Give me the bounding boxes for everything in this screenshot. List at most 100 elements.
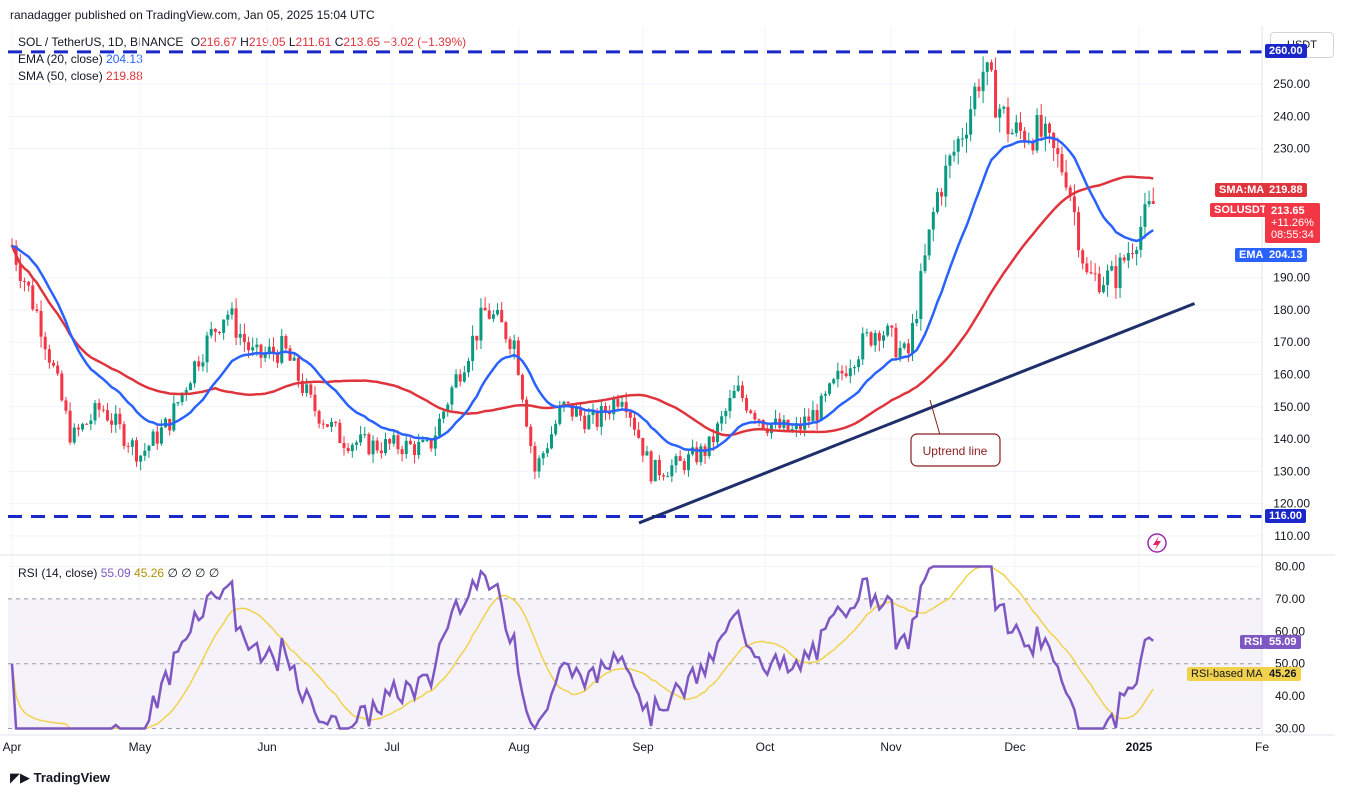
price-tick-label: 130.00 — [1273, 464, 1310, 478]
candle-body — [840, 370, 844, 374]
candle-body — [649, 451, 653, 482]
candle-body — [537, 458, 541, 472]
candle-body — [579, 408, 583, 416]
ema-legend-value: 204.13 — [106, 52, 143, 66]
price-tick-label: 160.00 — [1273, 368, 1310, 382]
tradingview-brand: TradingView — [33, 770, 110, 785]
candle-body — [969, 109, 973, 135]
candle-body — [844, 373, 848, 377]
candle-body — [1043, 123, 1047, 137]
candle-body — [433, 435, 437, 449]
candle-body — [728, 397, 732, 412]
candle-body — [965, 134, 968, 139]
change-value: −3.02 (−1.39%) — [383, 35, 467, 49]
candle-body — [114, 413, 118, 425]
price-tick-label: 170.00 — [1273, 335, 1310, 349]
candle-body — [628, 412, 632, 418]
candle-body — [1118, 257, 1122, 289]
candle-body — [1072, 196, 1076, 213]
candle-body — [529, 426, 533, 446]
candle-body — [205, 335, 209, 363]
candle-body — [184, 390, 188, 393]
candle-body — [533, 445, 537, 472]
candle-body — [541, 453, 545, 459]
candle-body — [877, 333, 881, 341]
candle-body — [595, 410, 599, 427]
rsi-legend-value: 55.09 — [100, 566, 131, 580]
sma-legend[interactable]: SMA (50, close) 219.88 — [18, 69, 143, 83]
candle-body — [757, 419, 761, 421]
uptrend-line[interactable] — [638, 302, 1196, 525]
candle-body — [276, 353, 280, 363]
candle-body — [1002, 106, 1006, 109]
candle-body — [749, 410, 753, 413]
candle-body — [201, 362, 205, 367]
candle-body — [384, 439, 387, 454]
candle-body — [911, 323, 915, 354]
candle-body — [404, 440, 408, 455]
candle-body — [359, 434, 363, 443]
candle-body — [1048, 123, 1051, 133]
price-axis[interactable]: 110.00 120.00 130.00 140.00 150.00 160.00 170.… — [1273, 77, 1310, 543]
candle-body — [985, 62, 989, 72]
candle-body — [1093, 273, 1097, 275]
uptrend-annotation[interactable]: Uptrend line — [910, 399, 1001, 467]
candle-body — [935, 192, 939, 212]
candle-body — [753, 412, 757, 420]
ema-name-tag: EMA — [1235, 248, 1268, 262]
price-tick-label: 150.00 — [1273, 400, 1310, 414]
candle-body — [657, 459, 661, 476]
candle-body — [1106, 270, 1110, 286]
candle-body — [471, 335, 475, 362]
candle-body — [998, 108, 1002, 118]
candle-body — [612, 399, 616, 415]
candle-body — [583, 415, 587, 430]
candle-body — [570, 403, 574, 417]
candle-body — [458, 374, 462, 382]
rsi-ma-line — [11, 565, 1154, 730]
lightning-icon[interactable] — [1147, 533, 1167, 553]
candle-body — [267, 346, 271, 354]
candle-body — [653, 459, 657, 482]
candle-body — [682, 461, 686, 471]
candle-body — [857, 359, 861, 368]
candle-body — [691, 447, 695, 455]
candle-body — [1081, 250, 1085, 264]
candle-body — [271, 346, 275, 354]
candle-body — [350, 444, 354, 452]
candle-body — [218, 331, 221, 333]
price-tick-label: 120.00 — [1273, 497, 1310, 511]
price-tick-label: 140.00 — [1273, 432, 1310, 446]
rsi-legend[interactable]: RSI (14, close) 55.09 45.26 ∅ ∅ ∅ ∅ — [18, 566, 219, 580]
price-tick-label: 250.00 — [1273, 77, 1310, 91]
candle-body — [732, 390, 736, 398]
candle-body — [898, 347, 902, 358]
candle-body — [446, 404, 450, 412]
annotation-text: Uptrend line — [923, 444, 988, 458]
candle-body — [1060, 154, 1064, 173]
time-tick-label: Nov — [880, 740, 901, 754]
candle-body — [707, 436, 711, 456]
candle-body — [599, 406, 603, 427]
rsi-legend-extra: ∅ ∅ ∅ ∅ — [167, 566, 220, 580]
candle-body — [977, 86, 981, 92]
candle-body — [1039, 115, 1043, 137]
time-axis[interactable]: Apr May Jun Jul Aug Sep Oct Nov Dec 2025 Fe — [3, 740, 1270, 754]
tradingview-logo[interactable]: ◤▶ TradingView — [10, 770, 110, 786]
candle-body — [105, 410, 109, 421]
candle-body — [520, 374, 524, 400]
symbol-name[interactable]: SOL / TetherUS, 1D, BINANCE — [18, 35, 184, 49]
candle-body — [603, 406, 607, 413]
publisher-line: ranadagger published on TradingView.com,… — [10, 8, 375, 22]
candle-body — [135, 440, 138, 462]
time-tick-label: Dec — [1004, 740, 1025, 754]
candle-body — [462, 372, 466, 382]
candle-body — [89, 420, 93, 425]
level-260-tag: 260.00 — [1265, 43, 1307, 58]
rsi-tick-label: 80.00 — [1275, 559, 1305, 573]
candle-body — [176, 402, 180, 404]
ema-legend[interactable]: EMA (20, close) 204.13 — [18, 52, 143, 66]
candle-body — [902, 343, 906, 348]
candle-body — [566, 401, 570, 404]
